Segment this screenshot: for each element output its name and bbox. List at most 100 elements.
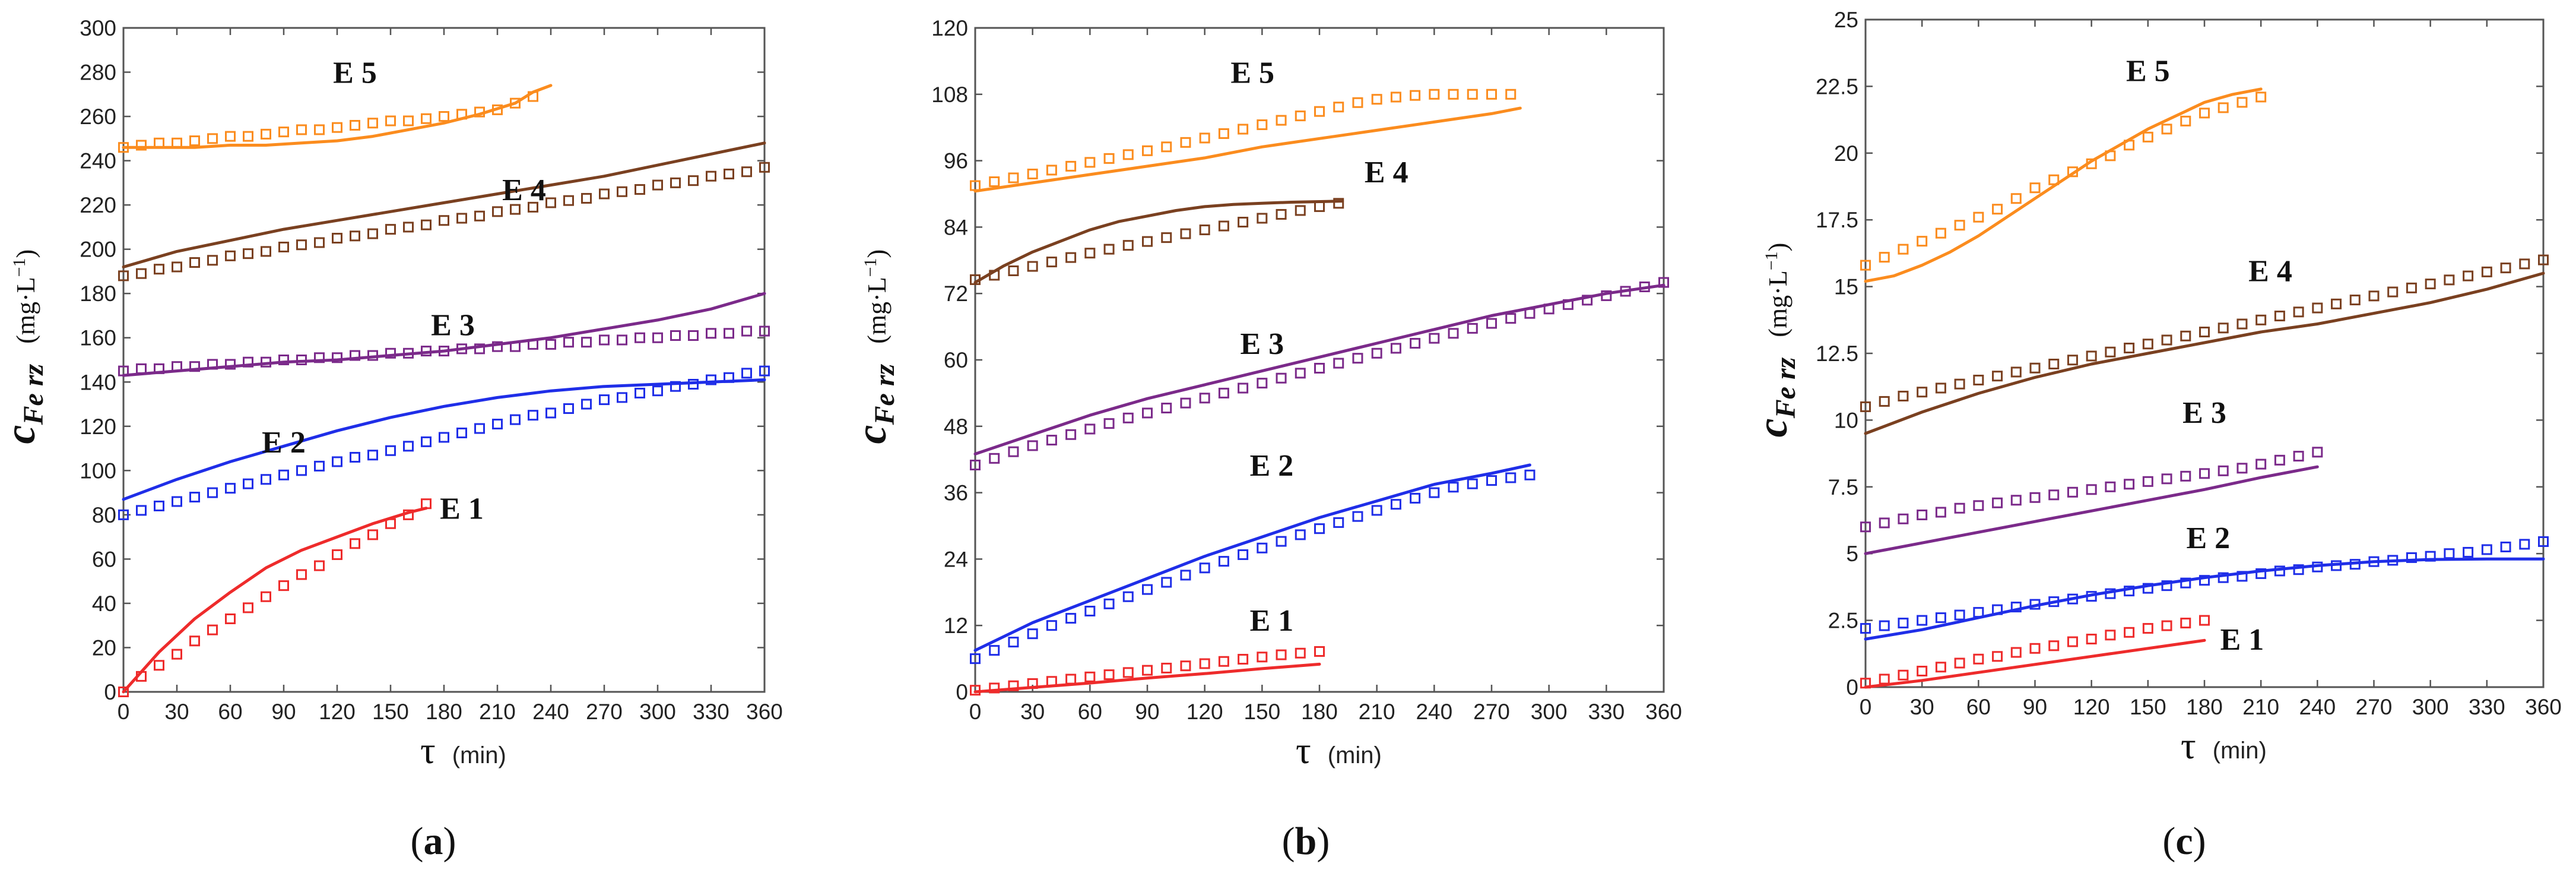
- data-point: [1142, 145, 1153, 156]
- x-tick-label: 30: [1020, 700, 1045, 724]
- data-point: [189, 492, 200, 503]
- data-point: [581, 337, 592, 348]
- data-point: [1295, 110, 1306, 122]
- data-point: [1352, 511, 1363, 522]
- data-point: [1917, 510, 1928, 521]
- data-point: [2444, 274, 2455, 286]
- data-point: [2086, 634, 2097, 645]
- y-axis-symbol: c: [0, 425, 44, 444]
- data-point: [2067, 636, 2078, 647]
- data-point: [1992, 371, 2003, 382]
- data-point: [2217, 572, 2229, 583]
- data-point: [243, 356, 253, 368]
- data-point: [670, 330, 681, 341]
- y-axis-unit-exponent: −1: [1762, 251, 1781, 270]
- data-point: [1065, 613, 1077, 624]
- x-tick-label: 270: [1473, 700, 1510, 724]
- series-line: [122, 141, 766, 268]
- x-tick-label: 270: [2356, 695, 2393, 719]
- data-point: [1122, 412, 1134, 423]
- data-point: [1142, 236, 1153, 247]
- data-point: [1084, 605, 1096, 616]
- series-label: E 3: [2182, 396, 2226, 430]
- y-tick-label: 96: [944, 149, 968, 173]
- data-point: [1257, 651, 1268, 663]
- data-point: [403, 222, 414, 233]
- data-point: [510, 414, 521, 425]
- data-point: [350, 119, 360, 131]
- data-point: [1295, 647, 1306, 659]
- data-point: [1486, 475, 1497, 486]
- series-label: E 1: [1250, 604, 1294, 638]
- data-point: [2105, 481, 2116, 492]
- data-point: [2463, 546, 2474, 558]
- data-point: [172, 261, 182, 273]
- data-point: [617, 186, 627, 197]
- x-axis-symbol: τ: [420, 729, 436, 771]
- data-point: [617, 334, 627, 346]
- data-point: [1917, 387, 1928, 398]
- data-point: [2293, 451, 2304, 462]
- data-point: [1276, 649, 1287, 660]
- data-point: [2048, 358, 2060, 369]
- data-point: [1027, 440, 1038, 451]
- x-axis-unit: (min): [452, 742, 506, 768]
- x-axis-label: τ (min): [2181, 725, 2267, 767]
- data-point: [2500, 541, 2511, 552]
- data-point: [1142, 407, 1153, 419]
- x-axis-symbol: τ: [2181, 725, 2196, 767]
- data-point: [332, 456, 342, 467]
- data-point: [528, 201, 538, 213]
- data-point: [1122, 240, 1134, 251]
- x-tick-label: 210: [1359, 700, 1395, 724]
- series-label: E 1: [440, 492, 484, 526]
- data-point: [635, 184, 645, 195]
- data-point: [2048, 174, 2060, 185]
- data-point: [1898, 243, 1909, 255]
- data-point: [1429, 487, 1440, 498]
- data-point: [2199, 468, 2210, 479]
- data-point: [2180, 577, 2191, 589]
- data-point: [1954, 609, 1965, 621]
- data-point: [2048, 640, 2060, 651]
- data-point: [154, 500, 164, 511]
- data-point: [1084, 157, 1096, 168]
- x-tick-label: 270: [586, 700, 623, 724]
- data-point: [1314, 201, 1325, 212]
- x-tick-label: 0: [118, 700, 130, 724]
- data-point: [2142, 339, 2153, 350]
- data-point: [1218, 387, 1229, 398]
- data-point: [1898, 390, 1909, 401]
- data-point: [261, 474, 271, 485]
- data-point: [332, 549, 342, 560]
- data-point: [456, 213, 467, 224]
- y-tick-label: 220: [80, 193, 116, 217]
- y-axis-unit-close: ): [1763, 243, 1793, 252]
- data-point: [1898, 513, 1909, 524]
- series-line: [973, 200, 1344, 284]
- y-tick-label: 72: [944, 281, 968, 306]
- data-point: [970, 460, 981, 471]
- data-point: [1218, 220, 1229, 232]
- data-point: [1390, 343, 1401, 354]
- x-tick-label: 60: [218, 700, 242, 724]
- series-label: E 2: [1250, 449, 1294, 483]
- x-tick-label: 60: [1078, 700, 1102, 724]
- data-point: [1180, 570, 1191, 581]
- data-point: [1122, 149, 1134, 160]
- data-point: [261, 246, 271, 257]
- data-point: [1103, 598, 1115, 609]
- data-point: [1879, 673, 1890, 685]
- data-point: [1103, 243, 1115, 255]
- data-point: [1973, 374, 1984, 385]
- series-line: [122, 378, 766, 501]
- y-tick-label: 22.5: [1816, 74, 1858, 99]
- data-point: [1486, 88, 1497, 100]
- data-point: [2010, 193, 2022, 204]
- data-point: [1352, 97, 1363, 108]
- data-point: [652, 385, 663, 397]
- data-point: [207, 255, 218, 266]
- series-line: [973, 106, 1522, 193]
- data-point: [2161, 580, 2172, 592]
- data-point: [385, 445, 396, 456]
